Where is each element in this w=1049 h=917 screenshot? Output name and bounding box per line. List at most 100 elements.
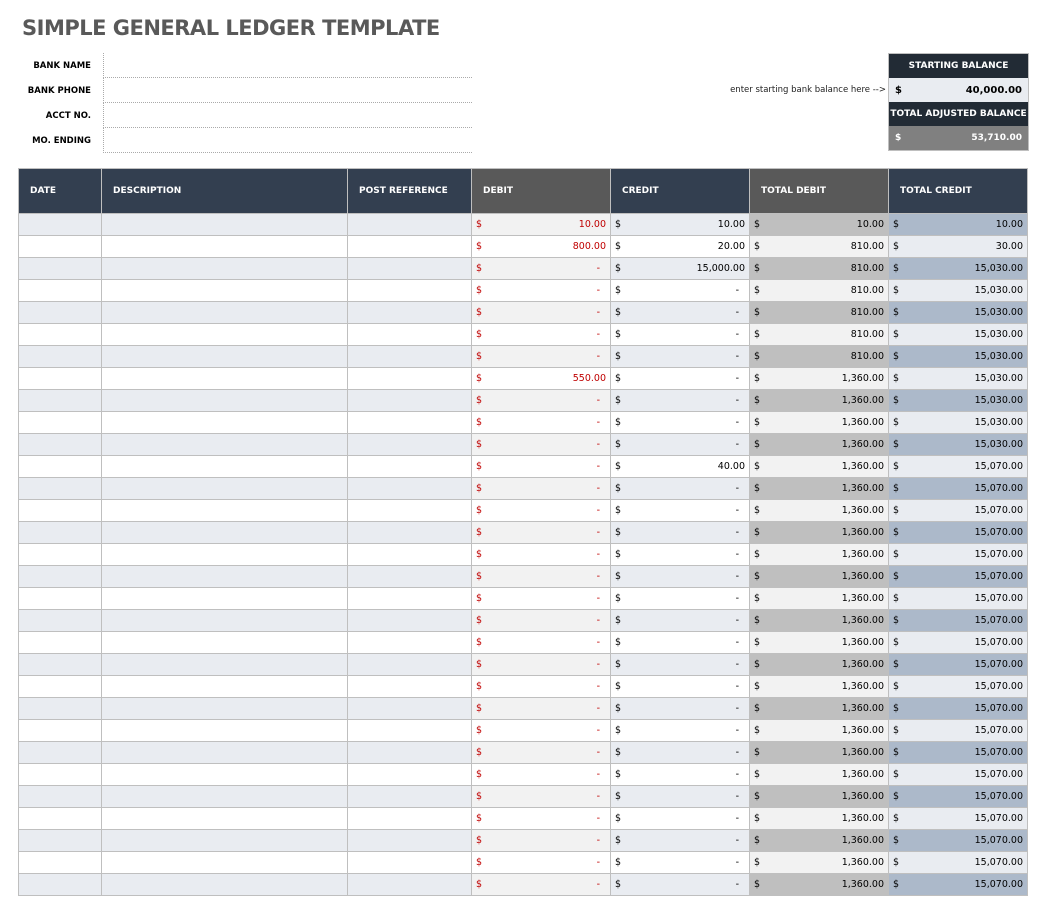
starting-balance-field[interactable]: $40,000.00 — [889, 78, 1028, 102]
date-cell[interactable] — [19, 654, 102, 676]
description-cell[interactable] — [102, 302, 348, 324]
credit-cell[interactable]: $- — [611, 698, 750, 720]
date-cell[interactable] — [19, 808, 102, 830]
debit-cell[interactable]: $- — [472, 258, 611, 280]
date-cell[interactable] — [19, 258, 102, 280]
description-cell[interactable] — [102, 280, 348, 302]
date-cell[interactable] — [19, 610, 102, 632]
post-reference-cell[interactable] — [348, 434, 472, 456]
post-reference-cell[interactable] — [348, 676, 472, 698]
post-reference-cell[interactable] — [348, 478, 472, 500]
debit-cell[interactable]: $- — [472, 390, 611, 412]
date-cell[interactable] — [19, 874, 102, 896]
description-cell[interactable] — [102, 720, 348, 742]
credit-cell[interactable]: $- — [611, 566, 750, 588]
bank-phone-field[interactable] — [103, 78, 472, 103]
description-cell[interactable] — [102, 566, 348, 588]
post-reference-cell[interactable] — [348, 588, 472, 610]
date-cell[interactable] — [19, 368, 102, 390]
debit-cell[interactable]: $- — [472, 676, 611, 698]
post-reference-cell[interactable] — [348, 302, 472, 324]
description-cell[interactable] — [102, 368, 348, 390]
post-reference-cell[interactable] — [348, 368, 472, 390]
post-reference-cell[interactable] — [348, 280, 472, 302]
description-cell[interactable] — [102, 786, 348, 808]
debit-cell[interactable]: $10.00 — [472, 214, 611, 236]
description-cell[interactable] — [102, 764, 348, 786]
date-cell[interactable] — [19, 566, 102, 588]
credit-cell[interactable]: $- — [611, 324, 750, 346]
description-cell[interactable] — [102, 830, 348, 852]
description-cell[interactable] — [102, 588, 348, 610]
credit-cell[interactable]: $- — [611, 808, 750, 830]
post-reference-cell[interactable] — [348, 830, 472, 852]
date-cell[interactable] — [19, 302, 102, 324]
post-reference-cell[interactable] — [348, 412, 472, 434]
post-reference-cell[interactable] — [348, 874, 472, 896]
credit-cell[interactable]: $10.00 — [611, 214, 750, 236]
debit-cell[interactable]: $- — [472, 786, 611, 808]
date-cell[interactable] — [19, 742, 102, 764]
bank-name-field[interactable] — [103, 53, 472, 78]
description-cell[interactable] — [102, 412, 348, 434]
post-reference-cell[interactable] — [348, 786, 472, 808]
description-cell[interactable] — [102, 500, 348, 522]
description-cell[interactable] — [102, 236, 348, 258]
date-cell[interactable] — [19, 456, 102, 478]
description-cell[interactable] — [102, 346, 348, 368]
credit-cell[interactable]: $40.00 — [611, 456, 750, 478]
date-cell[interactable] — [19, 544, 102, 566]
date-cell[interactable] — [19, 500, 102, 522]
post-reference-cell[interactable] — [348, 258, 472, 280]
description-cell[interactable] — [102, 808, 348, 830]
description-cell[interactable] — [102, 742, 348, 764]
debit-cell[interactable]: $- — [472, 456, 611, 478]
credit-cell[interactable]: $- — [611, 632, 750, 654]
post-reference-cell[interactable] — [348, 346, 472, 368]
credit-cell[interactable]: $- — [611, 412, 750, 434]
debit-cell[interactable]: $- — [472, 412, 611, 434]
post-reference-cell[interactable] — [348, 808, 472, 830]
description-cell[interactable] — [102, 610, 348, 632]
date-cell[interactable] — [19, 588, 102, 610]
post-reference-cell[interactable] — [348, 544, 472, 566]
post-reference-cell[interactable] — [348, 720, 472, 742]
acct-no-field[interactable] — [103, 103, 472, 128]
debit-cell[interactable]: $- — [472, 874, 611, 896]
debit-cell[interactable]: $- — [472, 500, 611, 522]
description-cell[interactable] — [102, 632, 348, 654]
date-cell[interactable] — [19, 632, 102, 654]
date-cell[interactable] — [19, 830, 102, 852]
date-cell[interactable] — [19, 280, 102, 302]
post-reference-cell[interactable] — [348, 390, 472, 412]
debit-cell[interactable]: $- — [472, 478, 611, 500]
description-cell[interactable] — [102, 698, 348, 720]
date-cell[interactable] — [19, 390, 102, 412]
credit-cell[interactable]: $- — [611, 500, 750, 522]
description-cell[interactable] — [102, 456, 348, 478]
debit-cell[interactable]: $- — [472, 346, 611, 368]
description-cell[interactable] — [102, 434, 348, 456]
debit-cell[interactable]: $- — [472, 852, 611, 874]
post-reference-cell[interactable] — [348, 610, 472, 632]
description-cell[interactable] — [102, 522, 348, 544]
debit-cell[interactable]: $- — [472, 324, 611, 346]
debit-cell[interactable]: $- — [472, 522, 611, 544]
credit-cell[interactable]: $- — [611, 720, 750, 742]
description-cell[interactable] — [102, 544, 348, 566]
debit-cell[interactable]: $- — [472, 830, 611, 852]
description-cell[interactable] — [102, 852, 348, 874]
date-cell[interactable] — [19, 852, 102, 874]
post-reference-cell[interactable] — [348, 214, 472, 236]
post-reference-cell[interactable] — [348, 324, 472, 346]
debit-cell[interactable]: $- — [472, 698, 611, 720]
debit-cell[interactable]: $- — [472, 588, 611, 610]
credit-cell[interactable]: $- — [611, 544, 750, 566]
credit-cell[interactable]: $20.00 — [611, 236, 750, 258]
date-cell[interactable] — [19, 698, 102, 720]
credit-cell[interactable]: $- — [611, 588, 750, 610]
debit-cell[interactable]: $- — [472, 610, 611, 632]
credit-cell[interactable]: $- — [611, 852, 750, 874]
debit-cell[interactable]: $- — [472, 808, 611, 830]
description-cell[interactable] — [102, 478, 348, 500]
